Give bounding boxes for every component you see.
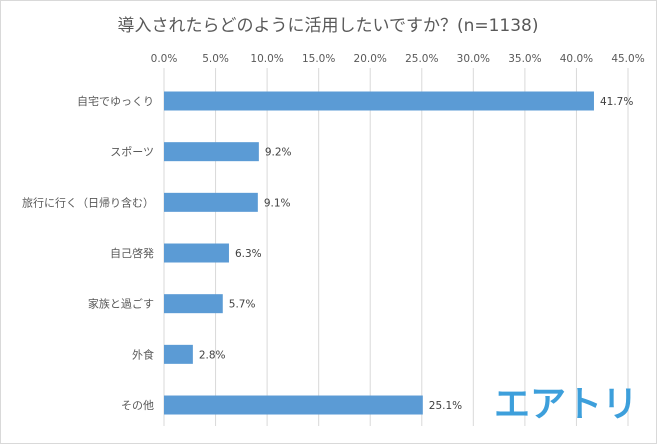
brand-logo-text: エアトリ	[494, 384, 638, 425]
x-tick-label: 40.0%	[560, 53, 593, 65]
value-label: 41.7%	[600, 96, 633, 108]
bar	[164, 243, 229, 263]
x-tick-label: 0.0%	[151, 53, 178, 65]
chart-title: 導入されたらどのように活用したいですか？(n=1138)	[117, 16, 538, 36]
x-tick-label: 45.0%	[611, 53, 644, 65]
value-label: 25.1%	[429, 400, 462, 412]
bar	[164, 142, 259, 162]
value-label: 9.1%	[264, 197, 291, 209]
logo: エアトリ	[494, 384, 638, 425]
value-label: 6.3%	[235, 248, 262, 260]
category-label: その他	[121, 399, 154, 412]
x-tick-label: 10.0%	[250, 53, 283, 65]
x-tick-label: 35.0%	[508, 53, 541, 65]
gridlines	[163, 68, 629, 426]
x-tick-label: 25.0%	[405, 53, 438, 65]
bar	[164, 91, 594, 111]
category-label: 自宅でゆっくり	[77, 94, 154, 108]
bar	[164, 294, 223, 314]
category-label: 外食	[132, 347, 154, 361]
category-label: スポーツ	[110, 146, 154, 159]
category-label: 旅行に行く（日帰り含む）	[22, 195, 154, 209]
bars	[164, 91, 594, 415]
category-label: 家族と過ごす	[88, 297, 154, 311]
x-tick-label: 20.0%	[354, 53, 387, 65]
category-label: 自己啓発	[110, 246, 154, 260]
value-label: 9.2%	[265, 147, 292, 159]
value-label: 5.7%	[229, 299, 256, 311]
bar	[164, 395, 423, 415]
value-labels: 41.7% 9.2% 9.1% 6.3% 5.7% 2.8% 25.1%	[199, 96, 633, 412]
x-tick-label: 30.0%	[457, 53, 490, 65]
bar	[164, 192, 258, 212]
value-label: 2.8%	[199, 349, 226, 361]
x-tick-label: 5.0%	[202, 53, 229, 65]
x-tick-label: 15.0%	[302, 53, 335, 65]
bar	[164, 344, 193, 364]
x-axis-ticks: 0.0% 5.0% 10.0% 15.0% 20.0% 25.0% 30.0% 35.0% 40…	[151, 53, 645, 65]
